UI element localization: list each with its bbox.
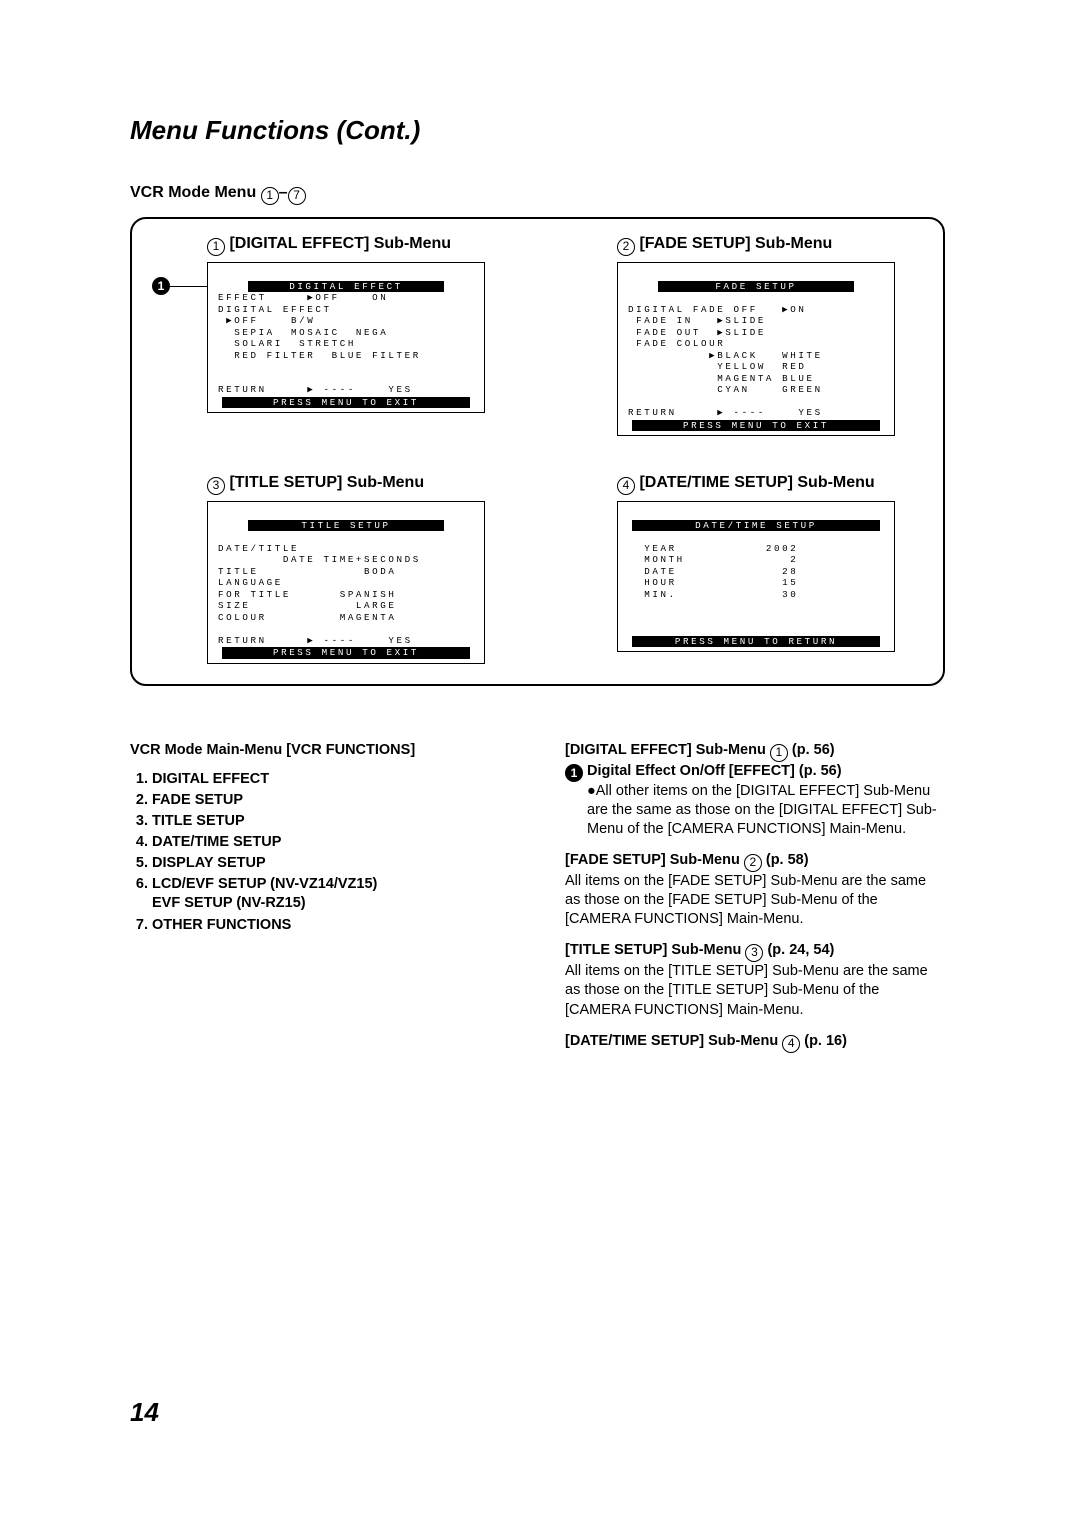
list-item: DISPLAY SETUP — [152, 854, 510, 873]
menu-title-2-text: [FADE SETUP] Sub-Menu — [635, 235, 832, 252]
screen-body-4: YEAR 2002 MONTH 2 DATE 28 HOUR 15 MIN. 3… — [628, 543, 798, 600]
screen-header-4: DATE/TIME SETUP — [632, 520, 880, 532]
p2-num: 2 — [744, 854, 762, 872]
circle-1: 1 — [261, 187, 279, 205]
menu-block-datetime-setup: 4 [DATE/TIME SETUP] Sub-Menu DATE/TIME S… — [562, 474, 912, 664]
menu-title-3: 3 [TITLE SETUP] Sub-Menu — [152, 474, 502, 495]
menu-block-digital-effect: 1 [DIGITAL EFFECT] Sub-Menu 1 DIGITAL EF… — [152, 235, 502, 436]
main-menu-list: DIGITAL EFFECT FADE SETUP TITLE SETUP DA… — [130, 770, 510, 935]
right-column: [DIGITAL EFFECT] Sub-Menu 1 (p. 56) 1 Di… — [565, 741, 945, 1065]
p3-post: (p. 24, 54) — [763, 942, 834, 958]
screen-digital-effect: DIGITAL EFFECTEFFECT ▶OFF ON DIGITAL EFF… — [207, 262, 485, 413]
menu-title-1: 1 [DIGITAL EFFECT] Sub-Menu — [152, 235, 502, 256]
callout-line — [170, 286, 207, 287]
para-3-body: All items on the [TITLE SETUP] Sub-Menu … — [565, 962, 945, 1019]
p2-pre: [FADE SETUP] Sub-Menu — [565, 852, 744, 868]
menu-title-4-text: [DATE/TIME SETUP] Sub-Menu — [635, 474, 875, 491]
page-title: Menu Functions (Cont.) — [130, 115, 950, 146]
screen-body-1: EFFECT ▶OFF ON DIGITAL EFFECT ▶OFF B/W S… — [218, 292, 421, 395]
left-heading: VCR Mode Main-Menu [VCR FUNCTIONS] — [130, 741, 510, 760]
para-title-setup: [TITLE SETUP] Sub-Menu 3 (p. 24, 54) All… — [565, 941, 945, 1019]
screen-datetime-setup: DATE/TIME SETUP YEAR 2002 MONTH 2 DATE 2… — [617, 501, 895, 652]
screen-footer-1: PRESS MENU TO EXIT — [222, 397, 470, 409]
screen-header-2: FADE SETUP — [658, 281, 854, 293]
list-item: FADE SETUP — [152, 791, 510, 810]
para-1-subheading: 1 Digital Effect On/Off [EFFECT] (p. 56) — [565, 762, 945, 782]
list-item-6-main: LCD/EVF SETUP (NV-VZ14/VZ15) — [152, 876, 377, 892]
para-3-heading: [TITLE SETUP] Sub-Menu 3 (p. 24, 54) — [565, 941, 945, 962]
p4-num: 4 — [782, 1035, 800, 1053]
circle-7: 7 — [288, 187, 306, 205]
p1-pre: [DIGITAL EFFECT] Sub-Menu — [565, 742, 770, 758]
list-item: DIGITAL EFFECT — [152, 770, 510, 789]
para-4-heading: [DATE/TIME SETUP] Sub-Menu 4 (p. 16) — [565, 1032, 945, 1053]
menu-num-4: 4 — [617, 477, 635, 495]
menu-title-3-text: [TITLE SETUP] Sub-Menu — [225, 474, 424, 491]
menu-row-2: 3 [TITLE SETUP] Sub-Menu TITLE SETUP DAT… — [152, 474, 923, 664]
para-2-heading: [FADE SETUP] Sub-Menu 2 (p. 58) — [565, 851, 945, 872]
text-columns: VCR Mode Main-Menu [VCR FUNCTIONS] DIGIT… — [130, 741, 945, 1065]
screen-header-3: TITLE SETUP — [248, 520, 444, 532]
p4-pre: [DATE/TIME SETUP] Sub-Menu — [565, 1033, 782, 1049]
left-column: VCR Mode Main-Menu [VCR FUNCTIONS] DIGIT… — [130, 741, 510, 1065]
menus-container: 1 [DIGITAL EFFECT] Sub-Menu 1 DIGITAL EF… — [130, 217, 945, 686]
screen-body-3: DATE/TITLE DATE TIME+SECONDS TITLE BODA … — [218, 543, 421, 646]
screen-footer-4: PRESS MENU TO RETURN — [632, 636, 880, 648]
p3-pre: [TITLE SETUP] Sub-Menu — [565, 942, 745, 958]
p1-sub-text: Digital Effect On/Off [EFFECT] (p. 56) — [583, 763, 842, 779]
list-item: TITLE SETUP — [152, 812, 510, 831]
menu-title-2: 2 [FADE SETUP] Sub-Menu — [562, 235, 912, 256]
p1-num: 1 — [770, 744, 788, 762]
p2-post: (p. 58) — [762, 852, 809, 868]
list-item: DATE/TIME SETUP — [152, 833, 510, 852]
para-datetime-setup: [DATE/TIME SETUP] Sub-Menu 4 (p. 16) — [565, 1032, 945, 1053]
range-sep: – — [279, 184, 288, 201]
screen-footer-3: PRESS MENU TO EXIT — [222, 647, 470, 659]
screen-title-setup: TITLE SETUP DATE/TITLE DATE TIME+SECONDS… — [207, 501, 485, 664]
menu-num-1: 1 — [207, 238, 225, 256]
screen-fade-setup: FADE SETUP DIGITAL FADE OFF ▶ON FADE IN … — [617, 262, 895, 436]
screen-footer-2: PRESS MENU TO EXIT — [632, 420, 880, 432]
para-1-heading: [DIGITAL EFFECT] Sub-Menu 1 (p. 56) — [565, 741, 945, 762]
p1-post: (p. 56) — [788, 742, 835, 758]
screen-body-2: DIGITAL FADE OFF ▶ON FADE IN ▶SLIDE FADE… — [628, 304, 823, 419]
menu-block-title-setup: 3 [TITLE SETUP] Sub-Menu TITLE SETUP DAT… — [152, 474, 502, 664]
menu-title-4: 4 [DATE/TIME SETUP] Sub-Menu — [562, 474, 912, 495]
menu-num-3: 3 — [207, 477, 225, 495]
bullet: ● — [587, 783, 596, 799]
list-item: LCD/EVF SETUP (NV-VZ14/VZ15) EVF SETUP (… — [152, 875, 510, 913]
para-1-body: All other items on the [DIGITAL EFFECT] … — [587, 783, 937, 837]
section-header: VCR Mode Menu 1–7 — [130, 184, 950, 205]
para-digital-effect: [DIGITAL EFFECT] Sub-Menu 1 (p. 56) 1 Di… — [565, 741, 945, 839]
para-1-body-wrap: ●All other items on the [DIGITAL EFFECT]… — [565, 782, 945, 839]
p4-post: (p. 16) — [800, 1033, 847, 1049]
screen-header-1: DIGITAL EFFECT — [248, 281, 444, 293]
callout-1: 1 — [152, 277, 207, 295]
page-number: 14 — [130, 1397, 159, 1428]
list-item-6-sub: EVF SETUP (NV-RZ15) — [152, 895, 306, 911]
callout-num-1: 1 — [152, 277, 170, 295]
list-item: OTHER FUNCTIONS — [152, 916, 510, 935]
p3-num: 3 — [745, 944, 763, 962]
menu-title-1-text: [DIGITAL EFFECT] Sub-Menu — [225, 235, 451, 252]
para-2-body: All items on the [FADE SETUP] Sub-Menu a… — [565, 872, 945, 929]
menu-num-2: 2 — [617, 238, 635, 256]
para-fade-setup: [FADE SETUP] Sub-Menu 2 (p. 58) All item… — [565, 851, 945, 929]
menu-row-1: 1 [DIGITAL EFFECT] Sub-Menu 1 DIGITAL EF… — [152, 235, 923, 436]
p1-sub-num: 1 — [565, 764, 583, 782]
section-header-text: VCR Mode Menu — [130, 184, 261, 201]
menu-block-fade-setup: 2 [FADE SETUP] Sub-Menu FADE SETUP DIGIT… — [562, 235, 912, 436]
